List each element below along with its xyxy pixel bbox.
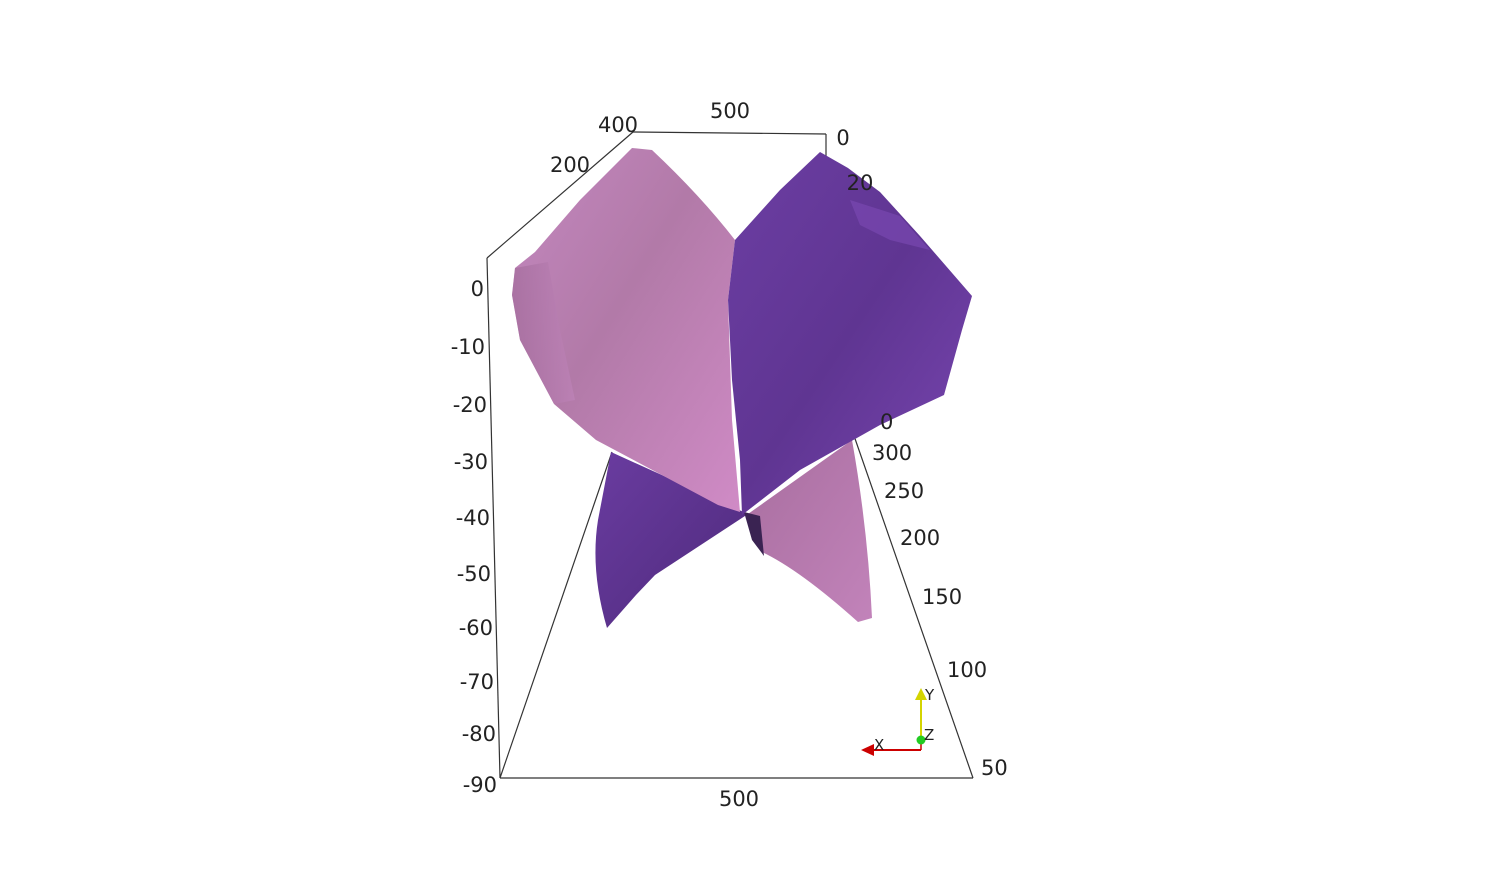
z-tick-4: -40 (456, 506, 490, 530)
y-tick-5: 100 (947, 658, 987, 682)
orientation-x-label: X (874, 736, 884, 754)
z-tick-8: -80 (462, 722, 496, 746)
z-tick-1: -10 (451, 335, 485, 359)
top-x-label: 500 (710, 99, 750, 123)
axis-labels: 500 400 200 0 20 0 -10 -20 -30 -40 -50 -… (451, 99, 1008, 811)
orientation-widget[interactable]: Y Z X (861, 686, 935, 756)
surface-crease (744, 512, 764, 556)
z-tick-2: -20 (453, 393, 487, 417)
surface-pink-edge (512, 262, 575, 404)
y-tick-3: 200 (900, 526, 940, 550)
top-right-label-2: 20 (847, 171, 874, 195)
x-arrow-head (861, 744, 874, 756)
z-tick-5: -50 (457, 562, 491, 586)
bottom-x-label: 500 (719, 787, 759, 811)
y-arrow-head (915, 688, 927, 700)
z-tick-6: -60 (459, 616, 493, 640)
top-left-label-2: 200 (550, 153, 590, 177)
surface-mesh[interactable] (512, 148, 972, 628)
top-right-label-1: 0 (836, 126, 849, 150)
z-tick-7: -70 (460, 670, 494, 694)
surface-upper-pink[interactable] (512, 148, 740, 512)
z-tick-9: -90 (463, 773, 497, 797)
z-axis-dot (916, 735, 926, 745)
y-tick-2: 250 (884, 479, 924, 503)
z-tick-3: -30 (454, 450, 488, 474)
orientation-z-label: Z (924, 726, 934, 744)
top-left-label-1: 400 (598, 113, 638, 137)
orientation-y-label: Y (924, 686, 935, 704)
bounding-box (486, 131, 974, 779)
y-tick-0: 0 (880, 410, 893, 434)
y-tick-4: 150 (922, 585, 962, 609)
surface-lower-purple[interactable] (595, 452, 748, 628)
y-tick-1: 300 (872, 441, 912, 465)
z-tick-0: 0 (471, 277, 484, 301)
surface-lower-pink[interactable] (748, 440, 872, 622)
surface-purple-highlight (850, 200, 930, 250)
y-tick-6: 50 (981, 756, 1008, 780)
